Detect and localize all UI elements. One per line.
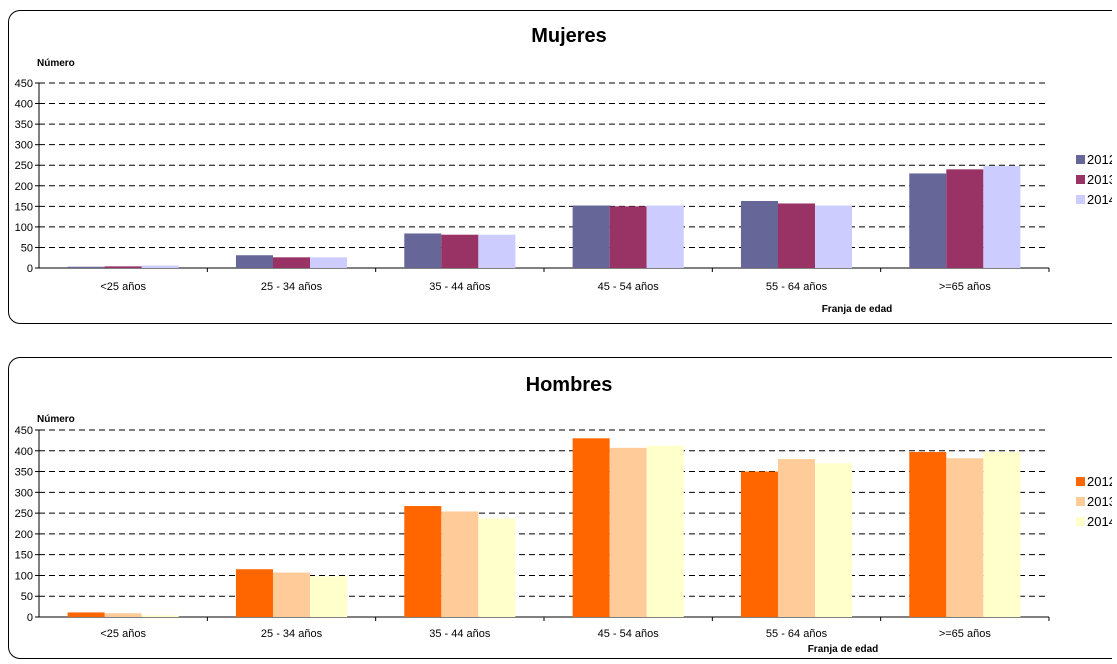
y-tick-label: 100 xyxy=(15,222,33,234)
chart-title: Mujeres xyxy=(531,25,607,47)
y-tick-label: 450 xyxy=(15,78,33,90)
chart-panel-hombres: Hombres Número Franja de edad 0 50 100 150 2… xyxy=(8,357,1112,659)
y-tick-label: 350 xyxy=(15,119,33,131)
y-tick-label: 400 xyxy=(15,99,33,111)
bar-2014 xyxy=(983,166,1021,268)
bar-2013 xyxy=(272,572,311,617)
bar-2012 xyxy=(404,506,442,617)
bar-2014 xyxy=(815,463,853,617)
chart-title: Hombres xyxy=(526,374,613,396)
legend-label: 2013 xyxy=(1087,172,1112,187)
y-tick-label: 450 xyxy=(15,425,33,437)
x-tick-label: 45 - 54 años xyxy=(598,281,660,293)
x-axis-label: Franja de edad xyxy=(808,644,879,655)
x-tick-label: 35 - 44 años xyxy=(429,628,491,640)
bar-2012 xyxy=(572,438,610,617)
legend-label: 2014 xyxy=(1087,514,1112,529)
y-tick-label: 50 xyxy=(21,591,33,603)
bar-2013 xyxy=(609,447,647,617)
bar-2012 xyxy=(740,471,778,617)
bar-2013 xyxy=(104,266,142,268)
y-tick-label: 150 xyxy=(15,550,33,562)
y-tick-label: 200 xyxy=(15,181,33,193)
bar-2012 xyxy=(909,173,947,268)
bar-2014 xyxy=(478,234,516,268)
chart-hombres: Hombres Número Franja de edad 0 50 100 150 2… xyxy=(15,374,1112,655)
bar-2014 xyxy=(310,576,348,617)
bar-2012 xyxy=(67,612,105,617)
x-tick-label: 55 - 64 años xyxy=(766,628,828,640)
y-tick-label: 250 xyxy=(15,508,33,520)
bar-2014 xyxy=(310,257,348,268)
legend-swatch xyxy=(1076,517,1085,526)
chart-panel-mujeres: Mujeres Número Franja de edad 0 50 100 150 2… xyxy=(8,10,1112,324)
bar-2012 xyxy=(404,233,442,268)
bar-2012 xyxy=(740,200,778,268)
y-tick-label: 400 xyxy=(15,446,33,458)
x-tick-label: 55 - 64 años xyxy=(766,281,828,293)
legend-swatch xyxy=(1076,175,1085,184)
y-tick-label: 300 xyxy=(15,487,33,499)
chart-mujeres: Mujeres Número Franja de edad 0 50 100 150 2… xyxy=(15,25,1112,315)
bar-2013 xyxy=(609,206,647,268)
bar-2014 xyxy=(815,205,853,268)
bar-2013 xyxy=(272,257,311,268)
bar-2014 xyxy=(646,445,684,617)
x-tick-label: 25 - 34 años xyxy=(261,628,323,640)
legend-swatch xyxy=(1076,195,1085,204)
y-axis-label: Número xyxy=(37,58,75,69)
bar-2014 xyxy=(478,518,516,617)
bar-2012 xyxy=(572,205,610,268)
y-axis-label: Número xyxy=(37,414,75,425)
y-tick-label: 200 xyxy=(15,529,33,541)
bar-2013 xyxy=(104,613,142,617)
x-axis-label: Franja de edad xyxy=(822,304,893,315)
y-tick-label: 350 xyxy=(15,467,33,479)
y-tick-label: 250 xyxy=(15,160,33,172)
bar-2012 xyxy=(235,569,273,617)
bar-2013 xyxy=(946,169,984,268)
bar-2012 xyxy=(909,452,947,617)
legend-swatch xyxy=(1076,497,1085,506)
y-tick-label: 0 xyxy=(27,263,33,275)
bar-2012 xyxy=(235,255,273,268)
y-tick-label: 300 xyxy=(15,140,33,152)
bar-2013 xyxy=(777,203,816,268)
y-tick-label: 50 xyxy=(21,242,33,254)
bar-2013 xyxy=(441,234,479,268)
y-tick-label: 0 xyxy=(27,612,33,624)
x-tick-label: >=65 años xyxy=(939,628,991,640)
x-tick-label: 25 - 34 años xyxy=(261,281,323,293)
legend-label: 2014 xyxy=(1087,192,1112,207)
y-tick-label: 150 xyxy=(15,201,33,213)
x-tick-label: <25 años xyxy=(100,628,146,640)
bar-2014 xyxy=(141,615,179,617)
bar-2014 xyxy=(141,265,179,268)
legend-swatch xyxy=(1076,477,1085,486)
bar-2013 xyxy=(946,458,984,617)
x-tick-label: <25 años xyxy=(100,281,146,293)
legend-label: 2013 xyxy=(1087,494,1112,509)
legend-swatch xyxy=(1076,155,1085,164)
x-tick-label: 45 - 54 años xyxy=(598,628,660,640)
x-tick-label: 35 - 44 años xyxy=(429,281,491,293)
bar-2013 xyxy=(441,511,479,617)
bar-2014 xyxy=(646,205,684,268)
bar-2013 xyxy=(777,459,816,617)
bar-2014 xyxy=(983,452,1021,617)
y-tick-label: 100 xyxy=(15,570,33,582)
x-tick-label: >=65 años xyxy=(939,281,991,293)
bar-2012 xyxy=(67,266,105,268)
